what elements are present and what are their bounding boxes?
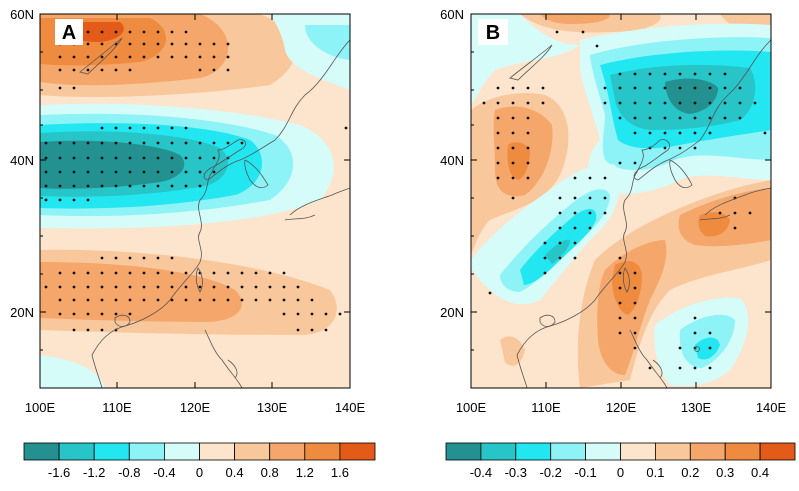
panel-a-colorbar-swatch bbox=[199, 442, 235, 461]
panel-b-lat-label-40: 40N bbox=[440, 153, 464, 168]
panel-a-colorbar-tick-label: -1.6 bbox=[48, 465, 70, 480]
panel-a-colorbar-swatch bbox=[304, 442, 341, 461]
panel-b-colorbar-tick-label: 0.4 bbox=[751, 465, 769, 480]
panel-a-colorbar-swatch bbox=[269, 442, 306, 461]
panel-b-lon-label-110: 110E bbox=[531, 400, 561, 415]
panel-b: 60N 40N 20N 100E 110E 120E 130E 140E B -… bbox=[440, 7, 796, 480]
panel-b-colorbar: -0.4 -0.3 -0.2 -0.1 0 0.1 0.2 0.3 0.4 bbox=[445, 442, 796, 480]
panel-a-colorbar: -1.6 -1.2 -0.8 -0.4 0 0.4 0.8 1.2 1.6 bbox=[23, 442, 376, 480]
panel-b-colorbar-tick-label: -0.1 bbox=[574, 465, 596, 480]
panel-a-colorbar-swatch bbox=[339, 442, 376, 461]
panel-b-colorbar-swatch bbox=[480, 442, 517, 461]
panel-b-colorbar-tick-label: -0.4 bbox=[470, 465, 492, 480]
panel-a-colorbar-swatch bbox=[128, 442, 165, 461]
panel-b-lat-label-60: 60N bbox=[440, 7, 464, 22]
panel-a-lat-label-40: 40N bbox=[10, 153, 34, 168]
panel-b-colorbar-tick-label: -0.3 bbox=[505, 465, 527, 480]
panel-a-colorbar-tick-label: 1.2 bbox=[296, 465, 314, 480]
panel-b-colorbar-swatch bbox=[759, 442, 796, 461]
panel-a-colorbar-tick-label: 0 bbox=[196, 465, 203, 480]
panel-b-lon-label-100: 100E bbox=[456, 400, 487, 415]
panel-b-map-field bbox=[471, 14, 771, 388]
panel-a-lat-label-20: 20N bbox=[10, 305, 34, 320]
panel-b-lon-label-120: 120E bbox=[606, 400, 637, 415]
panel-b-colorbar-tick-label: 0.2 bbox=[681, 465, 699, 480]
panel-b-colorbar-tick-label: 0.3 bbox=[716, 465, 734, 480]
panel-a-lat-label-60: 60N bbox=[10, 7, 34, 22]
panel-a-colorbar-swatch bbox=[23, 442, 60, 461]
panel-b-lon-label-130: 130E bbox=[681, 400, 712, 415]
panel-a-colorbar-tick-label: -1.2 bbox=[83, 465, 105, 480]
panel-b-colorbar-swatch bbox=[585, 442, 621, 461]
panel-a-colorbar-swatch bbox=[93, 442, 130, 461]
panel-a-colorbar-swatch bbox=[234, 442, 271, 461]
panel-b-colorbar-swatch bbox=[445, 442, 482, 461]
panel-a-lon-label-130: 130E bbox=[257, 400, 288, 415]
panel-b-colorbar-swatch bbox=[689, 442, 726, 461]
panel-b-colorbar-swatch bbox=[655, 442, 691, 461]
panel-b-lon-label-140: 140E bbox=[756, 400, 787, 415]
panel-b-colorbar-tick-label: -0.2 bbox=[539, 465, 561, 480]
panel-a-lon-label-120: 120E bbox=[180, 400, 211, 415]
panel-b-colorbar-swatch bbox=[620, 442, 656, 461]
panel-a-label: A bbox=[62, 22, 76, 44]
panel-b-colorbar-swatch bbox=[724, 442, 761, 461]
panel-a-map-field bbox=[40, 14, 350, 388]
panel-a-lon-label-100: 100E bbox=[25, 400, 56, 415]
panel-a-label-box bbox=[55, 19, 83, 45]
panel-a-colorbar-tick-label: 0.4 bbox=[226, 465, 244, 480]
panel-a-lon-label-110: 110E bbox=[102, 400, 132, 415]
panel-a-lon-label-140: 140E bbox=[335, 400, 366, 415]
panel-b-colorbar-swatch bbox=[515, 442, 552, 461]
panel-b-label-box bbox=[478, 19, 508, 45]
panel-b-label: B bbox=[486, 22, 500, 44]
panel-a: 60N 40N 20N 100E 110E 120E 130E 140E A -… bbox=[10, 7, 376, 480]
panel-a-colorbar-tick-label: -0.8 bbox=[118, 465, 140, 480]
panel-a-colorbar-swatch bbox=[58, 442, 95, 461]
panel-b-colorbar-tick-label: 0 bbox=[617, 465, 624, 480]
panel-a-colorbar-swatch bbox=[163, 442, 200, 461]
panel-b-lat-label-20: 20N bbox=[440, 305, 464, 320]
panel-a-colorbar-tick-label: 1.6 bbox=[331, 465, 349, 480]
panel-a-colorbar-tick-label: 0.8 bbox=[261, 465, 279, 480]
panel-b-colorbar-tick-label: 0.1 bbox=[646, 465, 664, 480]
panel-b-colorbar-swatch bbox=[550, 442, 587, 461]
panel-a-colorbar-tick-label: -0.4 bbox=[153, 465, 175, 480]
